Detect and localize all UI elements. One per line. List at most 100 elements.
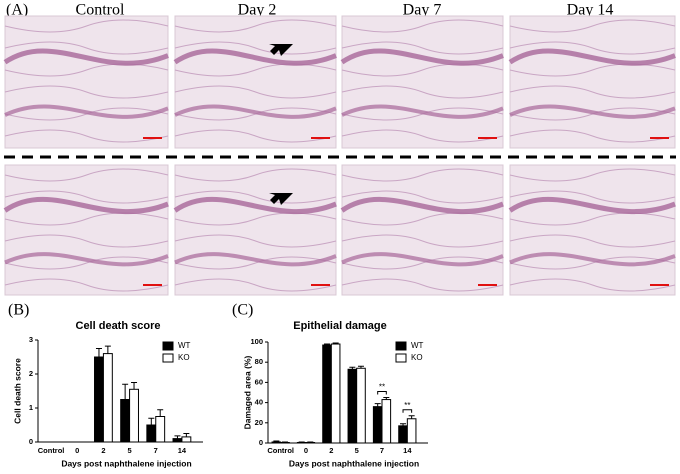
tissue <box>509 41 676 55</box>
tissue <box>509 278 676 292</box>
epithelium <box>3 196 169 215</box>
error-bar <box>148 417 155 425</box>
tissue <box>174 234 337 248</box>
bar <box>102 353 113 443</box>
legend-label: KO <box>178 353 190 362</box>
error-bar <box>349 366 356 370</box>
bar <box>146 424 157 443</box>
column-label: Day 2 <box>238 2 277 19</box>
y-tick-label: 0 <box>259 438 263 447</box>
bar <box>372 406 383 444</box>
bar <box>181 436 192 443</box>
legend-swatch <box>395 353 407 363</box>
epithelium <box>341 104 504 119</box>
error-bar <box>122 383 129 400</box>
tissue <box>341 234 504 248</box>
bar <box>172 438 183 443</box>
bar <box>381 399 392 444</box>
legend-label: WT <box>411 341 424 350</box>
panel-label: (B) <box>8 302 29 319</box>
tissue <box>341 129 504 143</box>
micrograph <box>509 15 676 149</box>
tissue <box>509 19 676 33</box>
tissue <box>4 168 169 182</box>
y-tick-label: 0 <box>29 437 33 446</box>
tissue <box>174 256 337 270</box>
micrograph <box>4 164 169 296</box>
significance: ** <box>404 401 410 410</box>
tissue <box>4 129 169 143</box>
error-bar <box>324 343 331 346</box>
error-bar <box>298 441 305 443</box>
x-tick-label: 5 <box>127 446 131 455</box>
x-tick-label: 7 <box>154 446 158 455</box>
epithelium <box>4 104 169 119</box>
error-bar <box>400 423 407 426</box>
y-tick-label: 60 <box>255 377 263 386</box>
x-tick-label: Control <box>38 446 65 455</box>
column-label: Control <box>76 2 125 19</box>
bar <box>322 344 332 444</box>
micrograph <box>509 164 676 296</box>
bar <box>271 441 282 444</box>
micrograph <box>341 15 504 149</box>
micrograph <box>341 164 504 296</box>
error-bar <box>273 440 280 442</box>
tissue <box>341 190 504 204</box>
panel-label: (C) <box>232 302 253 319</box>
bar <box>406 418 417 444</box>
bar <box>129 388 139 443</box>
significance-bracket <box>402 409 413 413</box>
epithelium <box>508 196 676 215</box>
y-axis-label: Damaged area (%) <box>242 355 252 429</box>
tissue <box>509 168 676 182</box>
tissue <box>174 168 337 182</box>
x-tick-label: 14 <box>178 446 187 455</box>
error-bar <box>281 441 288 443</box>
tissue <box>174 190 337 204</box>
error-bar <box>95 348 102 357</box>
error-bar <box>131 382 138 390</box>
epithelium <box>173 48 337 66</box>
tissue <box>341 168 504 182</box>
tissue <box>509 129 676 143</box>
tissue <box>341 256 504 270</box>
bar <box>305 441 316 444</box>
tissue <box>4 234 169 248</box>
x-axis-label: Days post naphthalene injection <box>289 458 419 468</box>
epithelium <box>173 196 337 215</box>
bar <box>94 356 104 443</box>
legend-swatch <box>162 341 174 351</box>
error-bar <box>383 397 390 400</box>
significance-bracket <box>377 391 387 395</box>
tissue <box>174 41 337 55</box>
epithelium <box>509 104 676 119</box>
error-bar <box>157 409 164 417</box>
tissue <box>509 256 676 270</box>
column-label: Day 7 <box>403 2 442 19</box>
tissue <box>4 256 169 270</box>
bar <box>155 416 166 443</box>
micrograph <box>174 15 337 149</box>
tissue <box>341 212 504 226</box>
x-tick-label: 0 <box>75 446 79 455</box>
x-tick-label: Control <box>267 446 294 455</box>
tissue <box>174 19 337 33</box>
y-tick-label: 40 <box>255 398 263 407</box>
tissue <box>174 129 337 143</box>
legend-label: WT <box>178 341 191 350</box>
bar <box>296 441 307 444</box>
epithelium <box>340 48 504 66</box>
epithelium <box>174 104 337 119</box>
epithelium <box>508 48 676 66</box>
tissue <box>4 19 169 33</box>
y-tick-label: 80 <box>255 357 263 366</box>
error-bar <box>408 415 415 419</box>
bar <box>280 441 290 444</box>
tissue <box>4 190 169 204</box>
micrograph <box>174 164 337 296</box>
column-label: Day 14 <box>567 2 614 19</box>
tissue <box>341 85 504 99</box>
bar <box>347 368 358 444</box>
